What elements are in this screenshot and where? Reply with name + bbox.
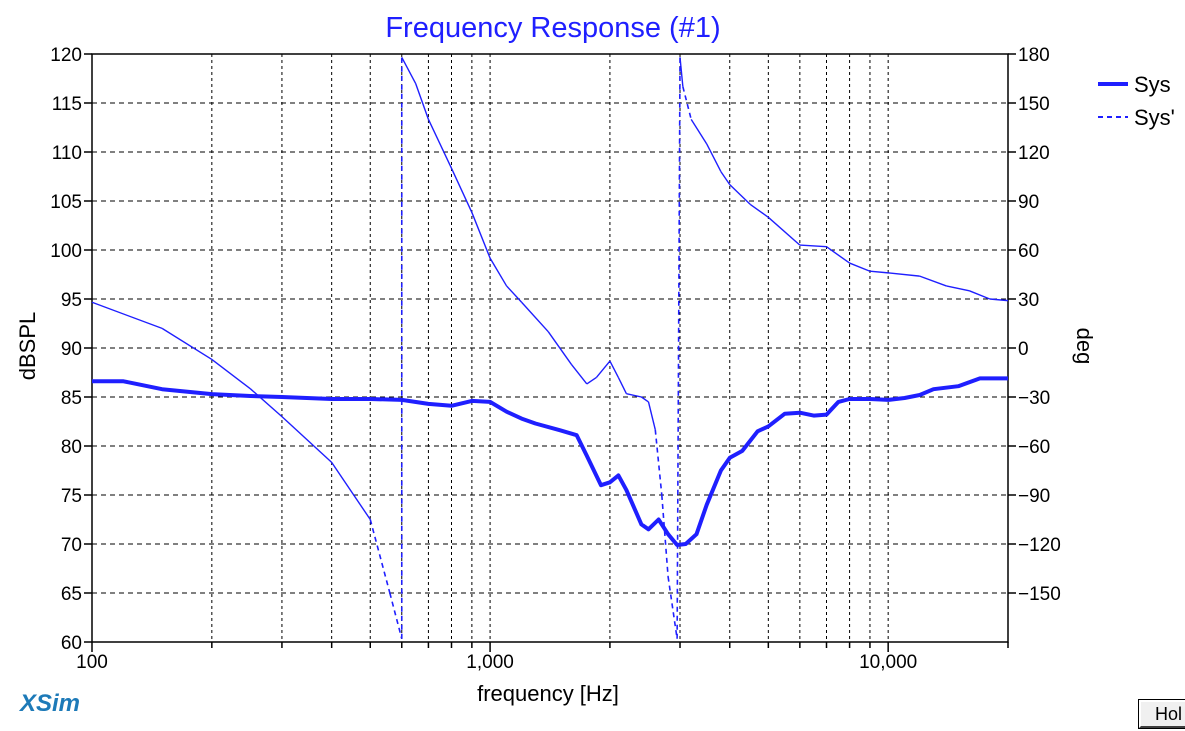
y-right-tick-label: −120: [1018, 535, 1061, 556]
series-segment-sys-prime: [647, 401, 656, 430]
series-segment-sys-prime: [676, 57, 681, 639]
series-segment-sys-prime: [690, 118, 708, 145]
y-left-tick-label: 110: [52, 143, 82, 164]
y-right-tick-label: 150: [1018, 94, 1050, 115]
series-segment-sys-prime: [427, 119, 453, 169]
x-tick-label: 10,000: [859, 652, 917, 673]
y-left-tick-label: 75: [61, 486, 82, 507]
series-segment-sys-prime: [331, 461, 371, 520]
y-left-tick-label: 80: [61, 437, 82, 458]
series-segment-sys-prime: [989, 298, 1009, 302]
xsim-logo: XSim: [20, 690, 81, 717]
series-segment-sys-prime: [626, 393, 642, 398]
y-right-tick-label: 120: [1018, 143, 1050, 164]
x-tick-label: 100: [76, 652, 108, 673]
series-segment-sys-prime: [919, 275, 947, 287]
y-right-tick-label: 60: [1018, 241, 1039, 262]
series-segment-sys-prime: [706, 143, 722, 172]
series-segment-sys-prime: [767, 216, 801, 246]
y-left-tick-label: 115: [52, 94, 82, 115]
series-segment-sys-prime: [595, 360, 611, 378]
y-left-tick-label: 90: [61, 339, 82, 360]
grid-lines: [92, 54, 1008, 642]
series-segment-sys-prime: [506, 285, 523, 303]
series-segment-sys-prime: [389, 592, 403, 639]
y-left-tick-label: 70: [61, 535, 82, 556]
series-segment-sys-prime: [849, 262, 871, 272]
series-segment-sys-prime: [869, 270, 889, 274]
series-line-sys: [92, 376, 1008, 547]
series-segment-sys-prime: [369, 519, 391, 594]
series-segment-sys-prime: [547, 331, 572, 365]
y-left-tick-label: 100: [50, 241, 82, 262]
series-segment-sys-prime: [720, 171, 731, 186]
series-segment-sys-prime: [729, 184, 751, 205]
series-segment-sys-prime: [641, 396, 649, 403]
series-segment-sys-prime: [91, 301, 163, 330]
series-segment-sys-prime: [161, 327, 213, 361]
series-segment-sys-prime: [667, 576, 678, 639]
y-right-tick-label: −60: [1018, 437, 1050, 458]
series-segment-sys-prime: [661, 494, 669, 577]
y-right-tick-label: 180: [1018, 45, 1050, 66]
legend-label-sys-prime: Sys': [1134, 105, 1175, 130]
x-axis-label: frequency [Hz]: [477, 681, 619, 706]
y-left-tick-label: 120: [50, 45, 82, 66]
series-segment-sys-prime: [888, 272, 920, 277]
y-axis-right-label: deg: [1072, 328, 1097, 365]
series-segment-sys-prime: [489, 257, 508, 287]
series-segment-sys-prime: [826, 246, 850, 264]
y-left-tick-label: 60: [61, 633, 82, 654]
y-left-tick-label: 65: [61, 584, 82, 605]
y-left-tick-label: 95: [61, 290, 82, 311]
series-segment-sys-prime: [682, 86, 692, 120]
x-tick-label: 1,000: [466, 652, 514, 673]
series-segment-sys-prime: [401, 56, 417, 84]
y-right-tick-label: −90: [1018, 486, 1050, 507]
series-segment-sys-prime: [749, 203, 769, 218]
series-segment-sys-prime: [969, 290, 991, 300]
series-segment-sys-prime: [654, 429, 663, 496]
y-left-tick-label: 85: [61, 388, 82, 409]
series-segment-sys-prime: [946, 285, 970, 292]
chart-title: Frequency Response (#1): [385, 12, 720, 44]
y-right-tick-label: 0: [1018, 339, 1029, 360]
series-segment-sys-prime: [586, 376, 597, 385]
y-axis-left-label: dBSPL: [15, 312, 40, 381]
legend: Sys Sys': [1098, 72, 1175, 130]
legend-label-sys: Sys: [1134, 72, 1171, 97]
series-segment-sys-prime: [281, 416, 333, 463]
series-segment-sys-prime: [249, 388, 283, 418]
series-segment-sys-prime: [679, 57, 684, 87]
series-segment-sys-prime: [450, 168, 473, 213]
series-segment-sys-prime: [414, 83, 430, 120]
series-segment-sys-prime: [617, 377, 628, 395]
series-segment-sys-prime: [609, 360, 619, 378]
y-right-tick-label: −30: [1018, 388, 1050, 409]
series-segment-sys-prime: [799, 244, 827, 248]
y-right-tick-label: 30: [1018, 290, 1039, 311]
series-segment-sys-prime: [471, 212, 491, 259]
y-right-tick-label: −150: [1018, 584, 1061, 605]
series-segment-sys-prime: [211, 358, 251, 390]
series-segment-sys-prime: [570, 363, 588, 385]
axis-ticks: 60 65 70 75 80 85 90 95 100 105 110 115 120 −150 −120 −…: [50, 45, 1061, 673]
hold-button[interactable]: Hol: [1138, 699, 1185, 729]
y-right-tick-label: 90: [1018, 192, 1039, 213]
series-layer: [91, 56, 1009, 639]
series-segment-sys-prime: [521, 301, 549, 333]
y-left-tick-label: 105: [50, 192, 82, 213]
